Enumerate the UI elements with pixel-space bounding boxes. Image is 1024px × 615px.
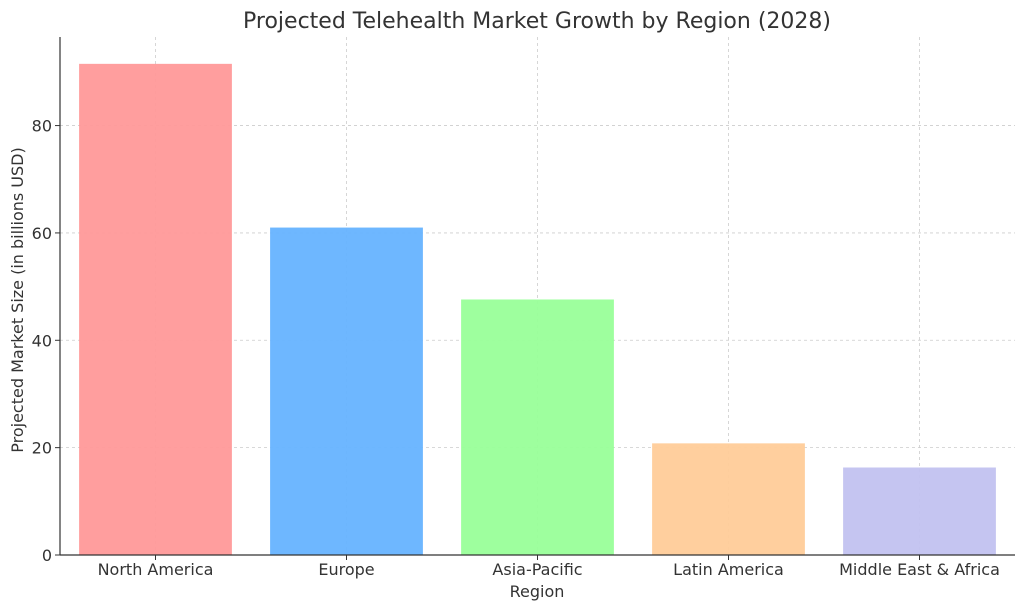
y-tick-label: 20 xyxy=(32,439,52,458)
bars xyxy=(79,63,996,556)
y-tick-label: 60 xyxy=(32,224,52,243)
x-tick-label: Asia-Pacific xyxy=(492,560,582,579)
bar xyxy=(79,63,232,555)
y-tick-label: 80 xyxy=(32,117,52,136)
x-tick-label: North America xyxy=(98,560,214,579)
y-tick-label: 0 xyxy=(42,546,52,565)
y-tick-label: 40 xyxy=(32,331,52,350)
x-axis-title: Region xyxy=(510,582,565,601)
ticks: 0 20 40 60 80 North America Europe Asia-Pacific… xyxy=(32,117,1000,579)
bar xyxy=(652,443,805,555)
x-tick-label: Europe xyxy=(318,560,374,579)
bar xyxy=(461,299,614,555)
bar xyxy=(270,227,423,556)
x-tick-label: Middle East & Africa xyxy=(839,560,1000,579)
chart-title: Projected Telehealth Market Growth by Re… xyxy=(243,9,831,34)
y-axis-title: Projected Market Size (in billions USD) xyxy=(8,147,27,452)
bar xyxy=(843,467,996,555)
x-tick-label: Latin America xyxy=(673,560,784,579)
